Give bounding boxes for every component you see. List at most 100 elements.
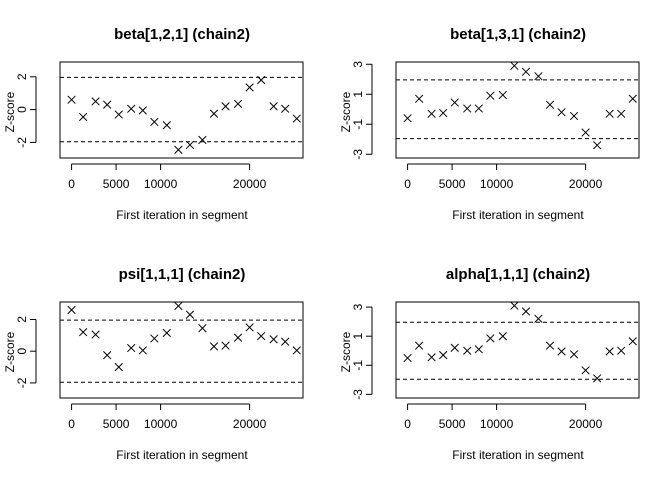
data-point — [139, 107, 147, 115]
data-point — [79, 113, 87, 121]
x-tick-label: 20000 — [233, 417, 267, 431]
data-point — [606, 110, 614, 118]
y-tick-label: -1 — [351, 119, 365, 130]
data-point — [163, 329, 171, 337]
data-point — [558, 108, 566, 116]
data-point — [404, 354, 412, 362]
x-tick-label: 10000 — [480, 177, 514, 191]
data-point — [511, 62, 519, 70]
x-axis-label: First iteration in segment — [116, 448, 248, 462]
chart-title: beta[1,2,1] (chain2) — [114, 26, 250, 43]
data-point — [281, 105, 289, 113]
data-point — [257, 332, 265, 340]
data-point — [593, 375, 601, 383]
data-point — [499, 332, 507, 340]
y-tick-label: 2 — [15, 316, 29, 323]
plot-frame — [396, 62, 639, 158]
data-point — [582, 129, 590, 137]
data-point — [103, 101, 111, 109]
data-point — [451, 99, 459, 107]
x-tick-label: 10000 — [144, 417, 178, 431]
data-point — [151, 118, 159, 126]
y-tick-label: 1 — [351, 91, 365, 98]
data-point — [175, 146, 183, 154]
chart-title: psi[1,1,1] (chain2) — [119, 266, 246, 283]
data-point — [151, 335, 159, 343]
plot-frame — [396, 302, 639, 398]
x-tick-label: 0 — [68, 177, 75, 191]
data-point — [68, 96, 76, 104]
data-point — [629, 95, 637, 103]
data-point — [234, 334, 242, 342]
data-point — [103, 351, 111, 359]
data-point — [415, 342, 423, 350]
chart-title: beta[1,3,1] (chain2) — [450, 26, 586, 43]
y-tick-label: -3 — [351, 389, 365, 400]
x-tick-label: 5000 — [103, 177, 130, 191]
x-axis-label: First iteration in segment — [452, 448, 584, 462]
x-tick-label: 0 — [404, 417, 411, 431]
data-point — [127, 105, 135, 113]
chart-panel-3: alpha[1,1,1] (chain2) First iteration in… — [339, 266, 639, 462]
data-point — [535, 315, 543, 323]
x-tick-label: 10000 — [144, 177, 178, 191]
data-point — [593, 141, 601, 149]
data-point — [546, 101, 554, 109]
data-point — [522, 308, 530, 316]
y-tick-label: 3 — [351, 303, 365, 310]
x-tick-label: 5000 — [103, 417, 130, 431]
y-tick-label: -3 — [351, 149, 365, 160]
y-tick-label: -2 — [15, 137, 29, 148]
data-point — [115, 111, 123, 119]
data-point — [175, 302, 183, 310]
chart-panel-0: beta[1,2,1] (chain2) First iteration in … — [3, 26, 303, 222]
data-point — [210, 343, 218, 351]
data-point — [234, 100, 242, 108]
data-point — [270, 103, 278, 111]
data-point — [115, 363, 123, 371]
data-point — [246, 324, 254, 332]
data-point — [475, 105, 483, 113]
data-point — [475, 345, 483, 353]
x-axis-label: First iteration in segment — [452, 208, 584, 222]
data-point — [428, 353, 436, 361]
data-point — [139, 347, 147, 355]
data-point — [257, 76, 265, 84]
x-tick-label: 5000 — [439, 177, 466, 191]
data-point — [92, 98, 100, 106]
data-point — [415, 95, 423, 103]
data-point — [629, 337, 637, 345]
data-point — [163, 121, 171, 129]
y-tick-label: 0 — [15, 348, 29, 355]
data-point — [439, 109, 447, 117]
data-point — [570, 351, 578, 359]
data-point — [522, 68, 530, 76]
data-point — [127, 344, 135, 352]
data-point — [617, 110, 625, 118]
x-axis-label: First iteration in segment — [116, 208, 248, 222]
x-tick-label: 20000 — [569, 177, 603, 191]
data-point — [535, 72, 543, 80]
data-point — [186, 311, 194, 319]
data-point — [199, 136, 207, 144]
data-point — [68, 306, 76, 314]
plot-frame — [60, 62, 303, 158]
data-point — [210, 110, 218, 118]
x-tick-label: 0 — [68, 417, 75, 431]
data-point — [222, 342, 230, 350]
data-point — [511, 302, 519, 310]
chart-panel-2: psi[1,1,1] (chain2) First iteration in s… — [3, 266, 303, 462]
x-tick-label: 10000 — [480, 417, 514, 431]
y-tick-label: 1 — [351, 333, 365, 340]
y-tick-label: -1 — [351, 360, 365, 371]
data-point — [463, 105, 471, 113]
x-tick-label: 20000 — [233, 177, 267, 191]
data-point — [487, 335, 495, 343]
chart-title: alpha[1,1,1] (chain2) — [446, 266, 590, 283]
data-point — [606, 348, 614, 356]
data-point — [499, 91, 507, 99]
y-tick-label: 2 — [15, 73, 29, 80]
data-point — [293, 347, 301, 355]
data-point — [582, 367, 590, 375]
